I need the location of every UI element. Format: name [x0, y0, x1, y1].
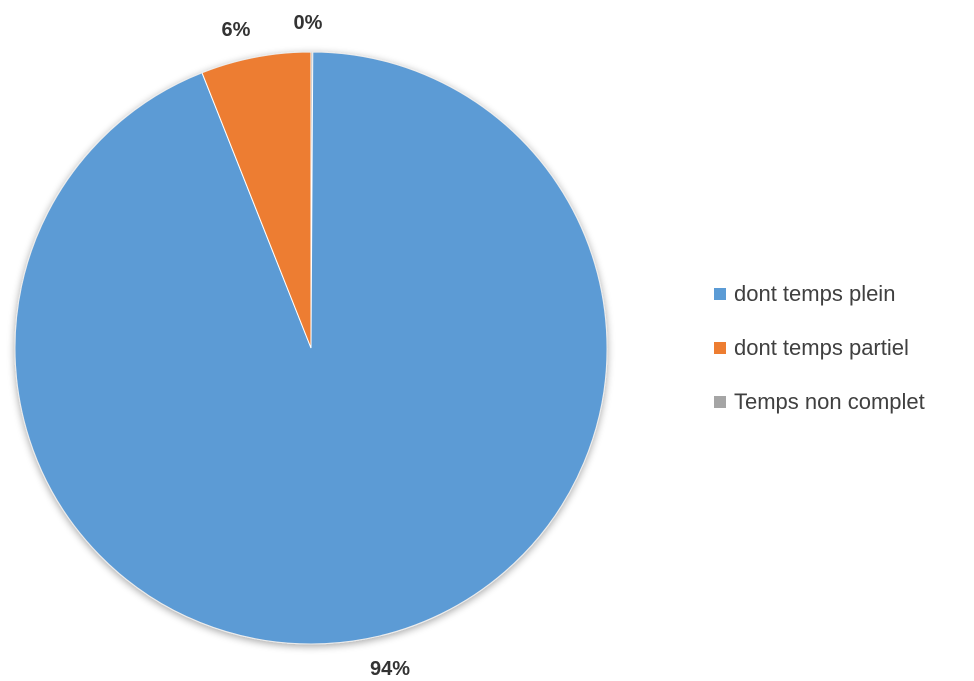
- legend-label: dont temps partiel: [734, 335, 909, 360]
- pie-slices: [14, 51, 608, 645]
- data-label-2: 6%: [222, 19, 251, 41]
- pie-data-labels: 94% 6% 0%: [222, 12, 411, 680]
- legend-swatch: [714, 288, 726, 300]
- legend-swatch: [714, 396, 726, 408]
- legend-label: dont temps plein: [734, 281, 896, 306]
- pie-rim: [14, 51, 608, 645]
- legend: dont temps plein dont temps partiel Temps …: [714, 281, 972, 443]
- legend-item-3: Temps non complet: [714, 389, 972, 415]
- legend-label: Temps non complet: [734, 389, 925, 414]
- data-label-1: 94%: [370, 658, 410, 680]
- data-label-3: 0%: [294, 12, 323, 34]
- legend-swatch: [714, 342, 726, 354]
- legend-item-1: dont temps plein: [714, 281, 972, 307]
- legend-item-2: dont temps partiel: [714, 335, 972, 361]
